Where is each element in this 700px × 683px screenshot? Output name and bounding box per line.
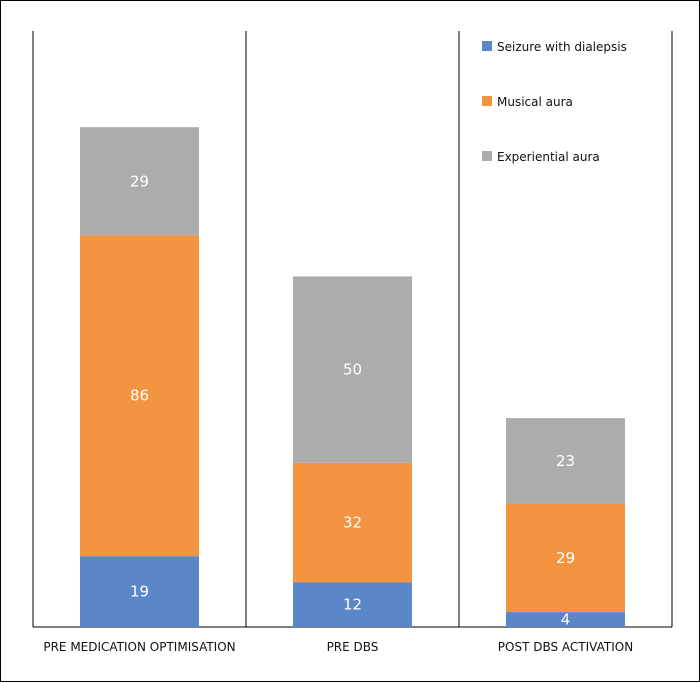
- bar-segment: [80, 235, 199, 557]
- bar-segment: [80, 556, 199, 627]
- data-label: 29: [130, 172, 149, 190]
- legend-swatch: [482, 41, 492, 51]
- legend-label: Experiential aura: [497, 150, 600, 164]
- segment-labels: 19 86 29 12 32 50 4 29 23: [130, 172, 575, 628]
- bar-segment: [506, 612, 625, 627]
- bar-segment: [506, 503, 625, 613]
- data-label: 4: [561, 611, 571, 629]
- data-label: 32: [343, 514, 362, 532]
- legend-swatch: [482, 151, 492, 161]
- bar-segment: [293, 276, 412, 463]
- data-label: 50: [343, 361, 362, 379]
- bar-segment: [506, 418, 625, 504]
- category-label: POST DBS ACTIVATION: [498, 640, 633, 654]
- legend: Seizure with dialepsis Musical aura Experi…: [482, 40, 627, 164]
- bar-stacks: [80, 127, 625, 627]
- bar-segment: [80, 127, 199, 236]
- legend-swatch: [482, 96, 492, 106]
- data-label: 12: [343, 596, 362, 614]
- category-label: PRE MEDICATION OPTIMISATION: [43, 640, 235, 654]
- data-label: 86: [130, 387, 149, 405]
- data-label: 29: [556, 549, 575, 567]
- data-label: 19: [130, 583, 149, 601]
- bar-segment: [293, 582, 412, 627]
- legend-label: Musical aura: [497, 95, 573, 109]
- data-label: 23: [556, 452, 575, 470]
- category-label: PRE DBS: [327, 640, 379, 654]
- category-labels: PRE MEDICATION OPTIMISATION PRE DBS POST D…: [43, 640, 633, 654]
- legend-label: Seizure with dialepsis: [497, 40, 627, 54]
- bar-segment: [293, 462, 412, 583]
